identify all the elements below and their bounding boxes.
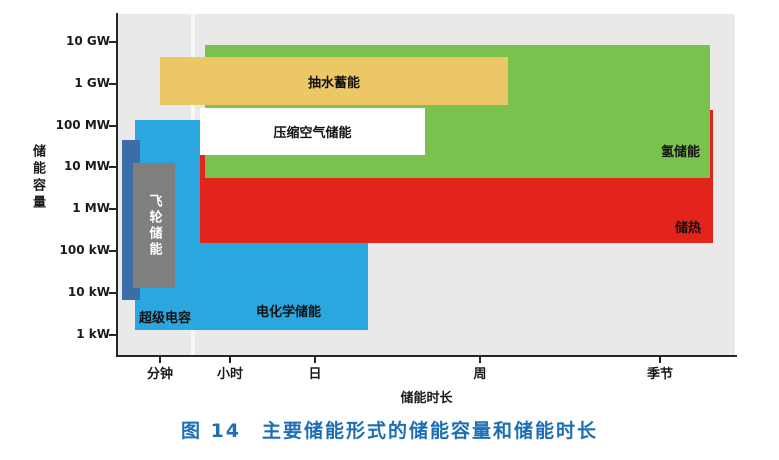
y-tick-mark: [109, 83, 116, 85]
x-axis-title: 储能时长: [400, 391, 453, 406]
region-flywheel: 飞轮储能: [133, 163, 175, 288]
x-tick-mark: [159, 357, 161, 363]
figure-caption: 图 14 主要储能形式的储能容量和储能时长: [180, 420, 599, 442]
y-tick-label: 100 kW: [59, 243, 110, 257]
region-pumped-hydro: 抽水蓄能: [160, 57, 508, 105]
region-label-hydrogen: 氢储能: [660, 145, 700, 160]
x-tick-label: 分钟: [146, 367, 173, 382]
x-tick-mark: [314, 357, 316, 363]
region-label-supercapacitor: 超级电容: [139, 311, 192, 326]
plot-area: 电化学储能 超级电容 储热 氢储能 抽水蓄能 压缩空气储能 飞轮储能: [118, 14, 735, 355]
x-tick-label: 日: [308, 367, 322, 382]
y-tick-label: 100 MW: [55, 118, 110, 132]
y-tick-label: 10 kW: [67, 285, 110, 299]
x-axis-line: [116, 355, 737, 357]
y-tick-mark: [109, 166, 116, 168]
y-tick-mark: [109, 41, 116, 43]
y-tick-label: 1 kW: [76, 327, 110, 341]
region-label-electrochemical: 电化学储能: [256, 305, 322, 320]
region-label-pumped-hydro: 抽水蓄能: [307, 75, 360, 91]
x-tick-label: 季节: [646, 367, 673, 382]
x-tick-label: 周: [473, 367, 487, 382]
x-tick-mark: [479, 357, 481, 363]
y-tick-label: 10 GW: [66, 34, 110, 48]
y-axis-title: 储能容量: [30, 144, 45, 212]
y-tick-label: 1 MW: [72, 201, 110, 215]
x-tick-mark: [229, 357, 231, 363]
x-tick-mark: [659, 357, 661, 363]
y-tick-mark: [109, 125, 116, 127]
y-tick-mark: [109, 292, 116, 294]
y-tick-mark: [109, 208, 116, 210]
y-tick-mark: [109, 250, 116, 252]
region-label-flywheel: 飞轮储能: [146, 193, 162, 258]
region-caes: 压缩空气储能: [200, 108, 425, 155]
y-axis-line: [116, 13, 118, 357]
y-tick-label: 1 GW: [74, 76, 110, 90]
y-tick-label: 10 MW: [63, 159, 110, 173]
y-tick-mark: [109, 334, 116, 336]
region-label-caes: 压缩空气储能: [273, 126, 352, 141]
x-tick-label: 小时: [216, 367, 243, 382]
region-label-thermal: 储热: [674, 221, 701, 236]
